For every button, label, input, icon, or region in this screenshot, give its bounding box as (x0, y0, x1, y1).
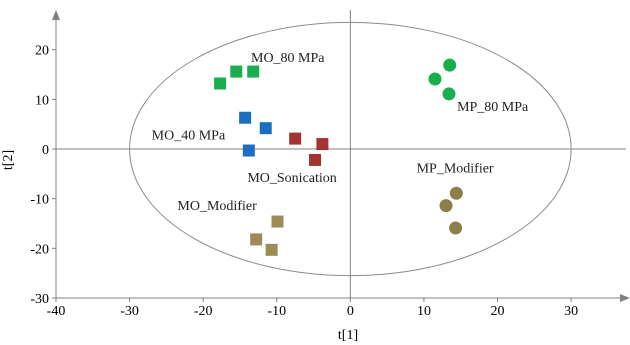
square-marker (316, 138, 329, 151)
x-tick-label: -10 (267, 304, 286, 319)
x-tick-label: -40 (47, 304, 66, 319)
group-label-mp_modifier: MP_Modifier (417, 161, 494, 176)
y-axis-title: t[2] (1, 150, 16, 170)
x-tick-label: -20 (194, 304, 213, 319)
circle-marker (449, 186, 463, 200)
x-tick-label: 30 (564, 304, 578, 319)
group-labels: MO_80 MPa MO_40 MPa MO_Sonication MO_Modifi… (152, 51, 529, 214)
square-marker (250, 233, 263, 246)
x-axis-title: t[1] (338, 328, 358, 343)
circle-marker (439, 199, 453, 213)
series-mo_80 (214, 65, 260, 90)
group-label-mo_40: MO_40 MPa (152, 129, 226, 144)
series-mp_modifier (439, 186, 463, 235)
y-tick-label: 20 (35, 44, 49, 59)
square-marker (239, 111, 252, 124)
y-tick-label: -20 (30, 242, 49, 257)
x-tick-label: 10 (417, 304, 431, 319)
y-tick-label: 10 (35, 93, 49, 108)
x-tick-label: 20 (491, 304, 505, 319)
y-tick-label: -10 (30, 193, 49, 208)
group-label-mp_80: MP_80 MPa (457, 100, 529, 115)
group-label-mo_80: MO_80 MPa (251, 51, 325, 66)
series-mo_modifier (250, 215, 284, 256)
square-marker (309, 153, 322, 166)
square-marker (259, 122, 272, 135)
x-tick-label: -30 (120, 304, 139, 319)
series-mo_sonication (289, 132, 329, 166)
confidence-ellipse (129, 21, 572, 277)
confidence-ellipse-layer (129, 21, 572, 277)
x-axis-arrow (620, 294, 630, 302)
circle-marker (442, 87, 456, 101)
circle-marker (449, 221, 463, 235)
circle-marker (428, 72, 442, 86)
group-label-mo_sonication: MO_Sonication (247, 171, 336, 186)
square-marker (242, 144, 255, 157)
y-tick-label: 0 (42, 143, 49, 158)
data-points (214, 58, 463, 256)
y-axis-arrow (52, 10, 60, 20)
x-tick-label: 0 (347, 304, 354, 319)
square-marker (265, 243, 278, 256)
square-marker (271, 215, 284, 228)
group-label-mo_modifier: MO_Modifier (177, 199, 257, 214)
square-marker (289, 132, 302, 145)
square-marker (247, 65, 260, 78)
y-tick-label: -30 (30, 292, 49, 307)
square-marker (230, 65, 243, 78)
square-marker (214, 77, 227, 90)
circle-marker (443, 58, 457, 72)
series-mp_80 (428, 58, 457, 101)
series-mo_40 (239, 111, 272, 157)
